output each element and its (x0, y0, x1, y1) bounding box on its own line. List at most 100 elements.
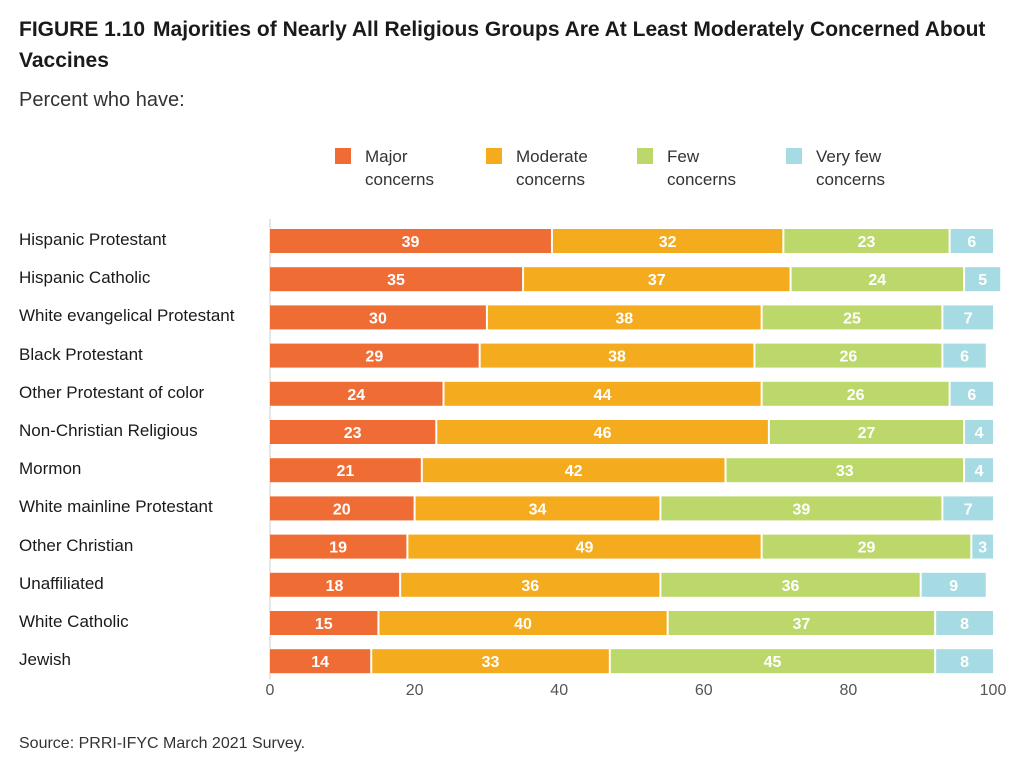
bar-segment (408, 534, 761, 559)
category-label: Other Protestant of color (19, 382, 205, 402)
bar-segment (668, 611, 935, 635)
category-label: Hispanic Protestant (19, 230, 167, 249)
data-label: 5 (978, 272, 987, 289)
bar-segment (270, 381, 443, 406)
figure-title: Majorities of Nearly All Religious Group… (19, 18, 986, 72)
bar-segment (372, 649, 609, 674)
bar-segment (950, 229, 993, 253)
bar-segment (524, 267, 790, 292)
legend-item: Moderate concerns (486, 145, 588, 191)
category-label: Jewish (19, 650, 71, 670)
bar-segment (661, 496, 942, 521)
data-label: 42 (565, 463, 583, 480)
bar-segment (769, 420, 964, 444)
data-label: 24 (868, 272, 886, 289)
data-label: 4 (975, 425, 984, 442)
category-label: White evangelical Protestant (19, 306, 235, 326)
data-label: 46 (594, 425, 612, 442)
data-label: 36 (782, 578, 800, 595)
legend-item: Very few concerns (786, 145, 885, 191)
bar-segment (965, 267, 1001, 292)
bar-segment (791, 267, 964, 292)
data-label: 33 (482, 654, 500, 671)
data-label: 23 (858, 234, 876, 251)
data-label: 6 (967, 234, 976, 251)
chart-title: FIGURE 1.10 Majorities of Nearly All Reli… (19, 14, 1009, 76)
data-label: 24 (347, 387, 365, 404)
x-tick-label: 0 (266, 682, 275, 699)
source-note: Source: PRRI-IFYC March 2021 Survey. (19, 735, 306, 752)
x-tick-label: 60 (695, 682, 713, 699)
legend-swatch (486, 148, 502, 164)
data-label: 6 (960, 349, 969, 366)
legend-swatch (335, 148, 351, 164)
legend-label: Few concerns (667, 147, 736, 189)
bar-segment (936, 649, 993, 674)
bar-segment (610, 649, 935, 674)
bar-segment (762, 381, 949, 406)
bar-segment (415, 496, 660, 521)
data-label: 29 (858, 540, 876, 557)
bar-segment (950, 381, 993, 406)
data-label: 40 (514, 616, 532, 633)
legend-item: Few concerns (637, 145, 736, 191)
bar-segment (965, 458, 993, 483)
data-label: 7 (964, 310, 973, 327)
bar-segment (943, 305, 993, 330)
bar-segment (943, 496, 993, 521)
data-label: 20 (333, 501, 351, 518)
data-label: 27 (858, 425, 876, 442)
data-label: 6 (967, 387, 976, 404)
data-label: 8 (960, 654, 969, 671)
data-label: 9 (949, 578, 958, 595)
bar-segment (965, 420, 993, 444)
data-label: 32 (659, 234, 677, 251)
bar-segment (552, 229, 783, 253)
data-label: 18 (326, 578, 344, 595)
legend-label: Very few concerns (816, 147, 885, 189)
category-label: Unaffiliated (19, 573, 104, 593)
bar-segment (480, 343, 754, 368)
data-label: 7 (964, 501, 973, 518)
data-label: 21 (337, 463, 355, 480)
bar-segment (972, 534, 993, 559)
data-label: 25 (843, 310, 861, 327)
data-label: 39 (402, 234, 420, 251)
chart-subtitle: Percent who have: (19, 89, 185, 111)
data-label: 39 (793, 501, 811, 518)
bar-segment (270, 267, 523, 292)
bar-segment (401, 572, 660, 597)
data-label: 38 (608, 349, 626, 366)
bar-segment (936, 611, 993, 635)
data-label: 49 (576, 540, 594, 557)
bar-segment (270, 458, 421, 483)
data-label: 4 (975, 463, 984, 480)
category-label: White mainline Protestant (19, 497, 213, 517)
bar-segment (270, 305, 486, 330)
bar-segment (270, 572, 400, 597)
bar-segment (762, 534, 971, 559)
data-label: 35 (387, 272, 405, 289)
data-label: 14 (311, 654, 329, 671)
data-label: 3 (978, 540, 987, 557)
bar-segment (437, 420, 768, 444)
category-label: Black Protestant (19, 344, 143, 364)
category-label: Hispanic Catholic (19, 268, 151, 288)
data-label: 37 (648, 272, 666, 289)
data-label: 33 (836, 463, 854, 480)
category-label: Non-Christian Religious (19, 421, 198, 440)
bar-segment (762, 305, 942, 330)
legend-label: Major concerns (365, 147, 434, 189)
bar-segment (487, 305, 761, 330)
legend-item: Major concerns (335, 145, 434, 191)
data-label: 36 (521, 578, 539, 595)
bar-segment (726, 458, 964, 483)
bar-segment (422, 458, 725, 483)
x-tick-label: 100 (980, 682, 1007, 699)
bar-segment (379, 611, 667, 635)
legend-swatch (786, 148, 802, 164)
data-label: 8 (960, 616, 969, 633)
legend-swatch (637, 148, 653, 164)
bar-segment (270, 611, 378, 635)
